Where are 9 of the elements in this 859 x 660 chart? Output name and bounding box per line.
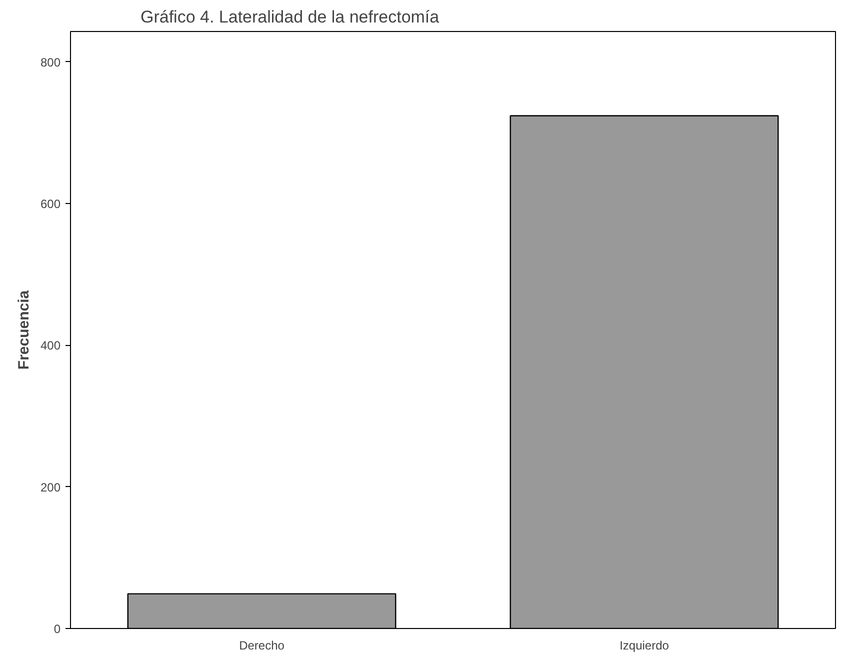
- y-tick-label: 400: [40, 338, 61, 353]
- y-tick-label: 800: [40, 55, 61, 70]
- x-tick-label: Izquierdo: [620, 638, 670, 652]
- y-tick-label: 200: [40, 480, 61, 494]
- y-tick-label: 600: [40, 197, 61, 212]
- chart-title: Gráfico 4. Lateralidad de la nefrectomía: [140, 8, 440, 26]
- y-tick-label: 0: [54, 622, 61, 636]
- y-axis-title: Frecuencia: [15, 290, 32, 370]
- x-tick-label: Derecho: [239, 638, 285, 652]
